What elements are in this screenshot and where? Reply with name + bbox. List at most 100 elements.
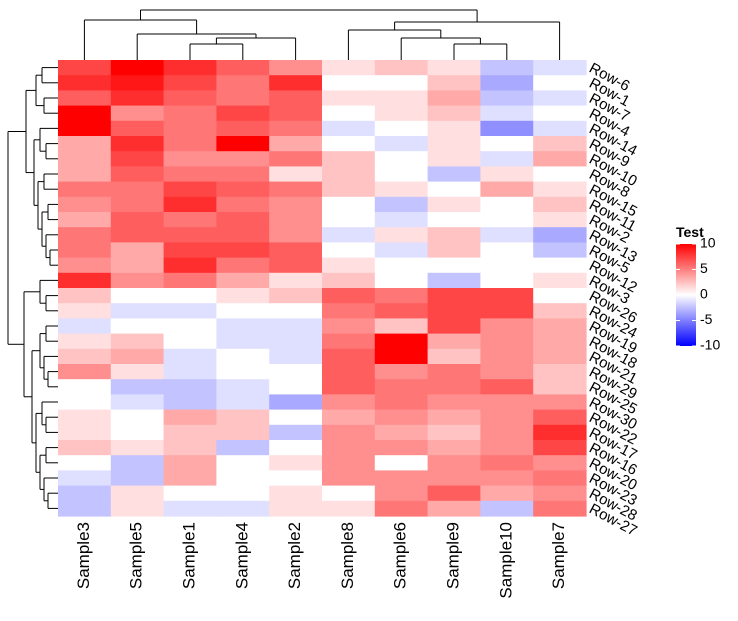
- heatmap-cell: [269, 470, 323, 487]
- heatmap-cell: [163, 60, 217, 76]
- heatmap-cell: [533, 257, 587, 274]
- heatmap-cell: [533, 424, 587, 441]
- heatmap-cell: [374, 60, 429, 76]
- heatmap-cell: [110, 196, 165, 213]
- heatmap-cell: [374, 136, 429, 152]
- heatmap-cell: [58, 455, 112, 471]
- heatmap-cell: [480, 120, 534, 137]
- heatmap-cell: [480, 303, 534, 319]
- heatmap-cell: [163, 181, 217, 198]
- heatmap-cell: [58, 409, 112, 426]
- heatmap-cell: [58, 272, 112, 289]
- heatmap-cell: [427, 318, 481, 335]
- heatmap-cell: [427, 470, 481, 487]
- heatmap-cell: [163, 455, 217, 471]
- heatmap-cell: [374, 485, 429, 502]
- heatmap-cell: [163, 105, 217, 122]
- heatmap-cell: [533, 136, 587, 152]
- heatmap-body: [58, 60, 587, 517]
- heatmap-cell: [427, 120, 481, 137]
- heatmap-cell: [374, 303, 429, 319]
- heatmap-cell: [58, 303, 112, 319]
- heatmap-cell: [163, 151, 217, 167]
- heatmap-cell: [480, 90, 534, 107]
- heatmap-cell: [216, 288, 270, 304]
- heatmap-cell: [58, 151, 112, 167]
- heatmap-cell: [427, 151, 481, 167]
- heatmap-cell: [269, 440, 323, 456]
- heatmap-cell: [216, 90, 270, 107]
- heatmap-cell: [322, 318, 376, 335]
- heatmap-cell: [374, 348, 429, 365]
- heatmap-cell: [110, 424, 165, 441]
- heatmap-cell: [58, 60, 112, 76]
- heatmap-cell: [427, 348, 481, 365]
- heatmap-cell: [163, 364, 217, 380]
- column-label: Sample3: [74, 522, 93, 589]
- heatmap-cell: [374, 470, 429, 487]
- heatmap-cell: [163, 318, 217, 335]
- heatmap-cell: [269, 166, 323, 183]
- legend-tick-label: 5: [700, 260, 708, 276]
- heatmap-cell: [58, 424, 112, 441]
- heatmap-cell: [269, 136, 323, 152]
- heatmap-cell: [480, 166, 534, 183]
- heatmap-cell: [533, 394, 587, 411]
- color-legend: Test 10 5 0 -5 -10: [676, 224, 720, 353]
- heatmap-cell: [533, 212, 587, 228]
- heatmap-cell: [163, 120, 217, 137]
- heatmap-cell: [374, 424, 429, 441]
- heatmap-cell: [110, 272, 165, 289]
- heatmap-cell: [427, 303, 481, 319]
- heatmap-cell: [58, 181, 112, 198]
- heatmap-cell: [374, 409, 429, 426]
- column-label: Sample1: [179, 522, 198, 589]
- heatmap-cell: [110, 364, 165, 380]
- heatmap-cell: [110, 440, 165, 456]
- heatmap-cell: [216, 242, 270, 259]
- heatmap-cell: [269, 75, 323, 91]
- heatmap-cell: [58, 288, 112, 304]
- heatmap-cell: [58, 333, 112, 350]
- heatmap-cell: [163, 227, 217, 243]
- heatmap-cell: [374, 272, 429, 289]
- heatmap-cell: [110, 500, 165, 517]
- heatmap-cell: [110, 212, 165, 228]
- heatmap-cell: [322, 440, 376, 456]
- heatmap-cell: [322, 181, 376, 198]
- heatmap-cell: [110, 181, 165, 198]
- heatmap-cell: [533, 485, 587, 502]
- legend-title: Test: [676, 224, 704, 240]
- heatmap-cell: [163, 424, 217, 441]
- heatmap-cell: [216, 75, 270, 91]
- heatmap-cell: [322, 90, 376, 107]
- heatmap-cell: [533, 379, 587, 395]
- heatmap-cell: [58, 257, 112, 274]
- heatmap-cell: [163, 409, 217, 426]
- heatmap-cell: [374, 333, 429, 350]
- heatmap-cell: [110, 151, 165, 167]
- legend-tick-label: 10: [700, 235, 716, 251]
- heatmap-cell: [480, 136, 534, 152]
- heatmap-cell: [110, 136, 165, 152]
- column-label: Sample2: [285, 522, 304, 589]
- heatmap-cell: [163, 272, 217, 289]
- heatmap-cell: [269, 60, 323, 76]
- heatmap-cell: [322, 424, 376, 441]
- heatmap-cell: [163, 288, 217, 304]
- heatmap-cell: [427, 90, 481, 107]
- heatmap-cell: [374, 181, 429, 198]
- heatmap-cell: [322, 333, 376, 350]
- heatmap-cell: [163, 470, 217, 487]
- heatmap-cell: [216, 333, 270, 350]
- heatmap-cell: [480, 394, 534, 411]
- heatmap-cell: [533, 500, 587, 517]
- heatmap-cell: [427, 166, 481, 183]
- heatmap-cell: [163, 196, 217, 213]
- heatmap-cell: [216, 120, 270, 137]
- heatmap-cell: [58, 348, 112, 365]
- heatmap-cell: [110, 318, 165, 335]
- heatmap-cell: [427, 424, 481, 441]
- heatmap-cell: [163, 379, 217, 395]
- heatmap-cell: [322, 455, 376, 471]
